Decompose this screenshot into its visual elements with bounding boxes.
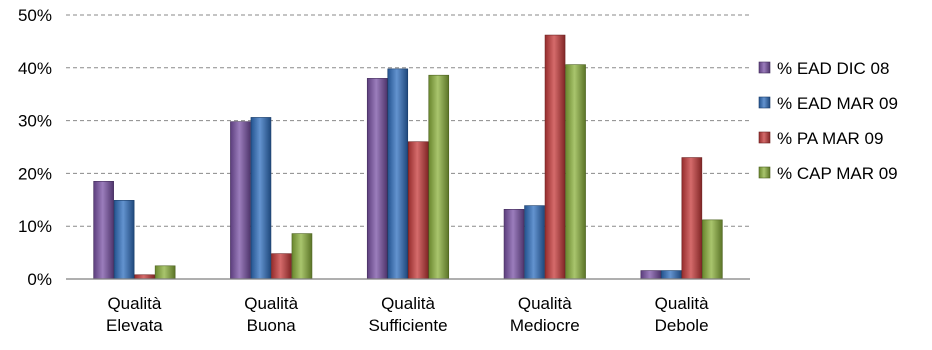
x-tick-label: Qualità Elevata	[106, 294, 163, 335]
bar-2-5	[661, 270, 682, 280]
bar-3-5	[681, 157, 703, 280]
y-tick-label: 30%	[18, 112, 52, 131]
legend-label: % EAD DIC 08	[777, 59, 889, 78]
bar-3-1	[134, 274, 155, 280]
bar-1-1	[93, 181, 114, 280]
legend: % EAD DIC 08 % EAD MAR 09 % PA MAR 09 % CAP…	[758, 59, 898, 183]
legend-swatch	[758, 61, 771, 74]
bar-2-3	[387, 68, 409, 280]
bar-1-2	[230, 121, 251, 280]
bar-4-4	[565, 64, 586, 280]
legend-swatch	[758, 131, 771, 144]
bar-3-2	[271, 253, 292, 280]
x-tick-label: Qualità Buona	[244, 294, 298, 335]
bar-3-3	[407, 141, 429, 280]
bar-2-2	[250, 117, 272, 280]
bar-2-4	[524, 205, 545, 280]
bar-1-5	[640, 270, 662, 280]
legend-label: % EAD MAR 09	[777, 94, 898, 113]
y-tick-label: 0%	[27, 270, 52, 289]
gridlines	[66, 14, 750, 227]
bar-1-4	[503, 209, 525, 280]
y-tick-label: 50%	[18, 6, 52, 25]
bar-3-4	[544, 34, 566, 280]
bar-4-1	[154, 265, 176, 280]
bar-4-2	[291, 233, 313, 280]
bar-2-1	[113, 200, 135, 280]
x-tick-label: Qualità Debole	[655, 294, 709, 335]
legend-label: % PA MAR 09	[777, 129, 883, 148]
y-tick-label: 20%	[18, 164, 52, 183]
legend-label: % CAP MAR 09	[777, 164, 898, 183]
legend-swatch	[758, 166, 771, 179]
y-axis-ticks: 0% 10% 20% 30% 40% 50%	[18, 6, 52, 289]
x-tick-label: Qualità Sufficiente	[368, 294, 447, 335]
bar-1-3	[366, 78, 388, 280]
x-tick-label: Qualità Mediocre	[510, 294, 580, 335]
y-tick-label: 40%	[18, 59, 52, 78]
legend-swatch	[758, 96, 771, 109]
bars	[93, 34, 723, 280]
bar-4-3	[428, 74, 450, 280]
x-axis-labels: Qualità Elevata Qualità Buona Qualità Suffici…	[106, 294, 709, 335]
y-tick-label: 10%	[18, 217, 52, 236]
bar-4-5	[702, 219, 723, 280]
